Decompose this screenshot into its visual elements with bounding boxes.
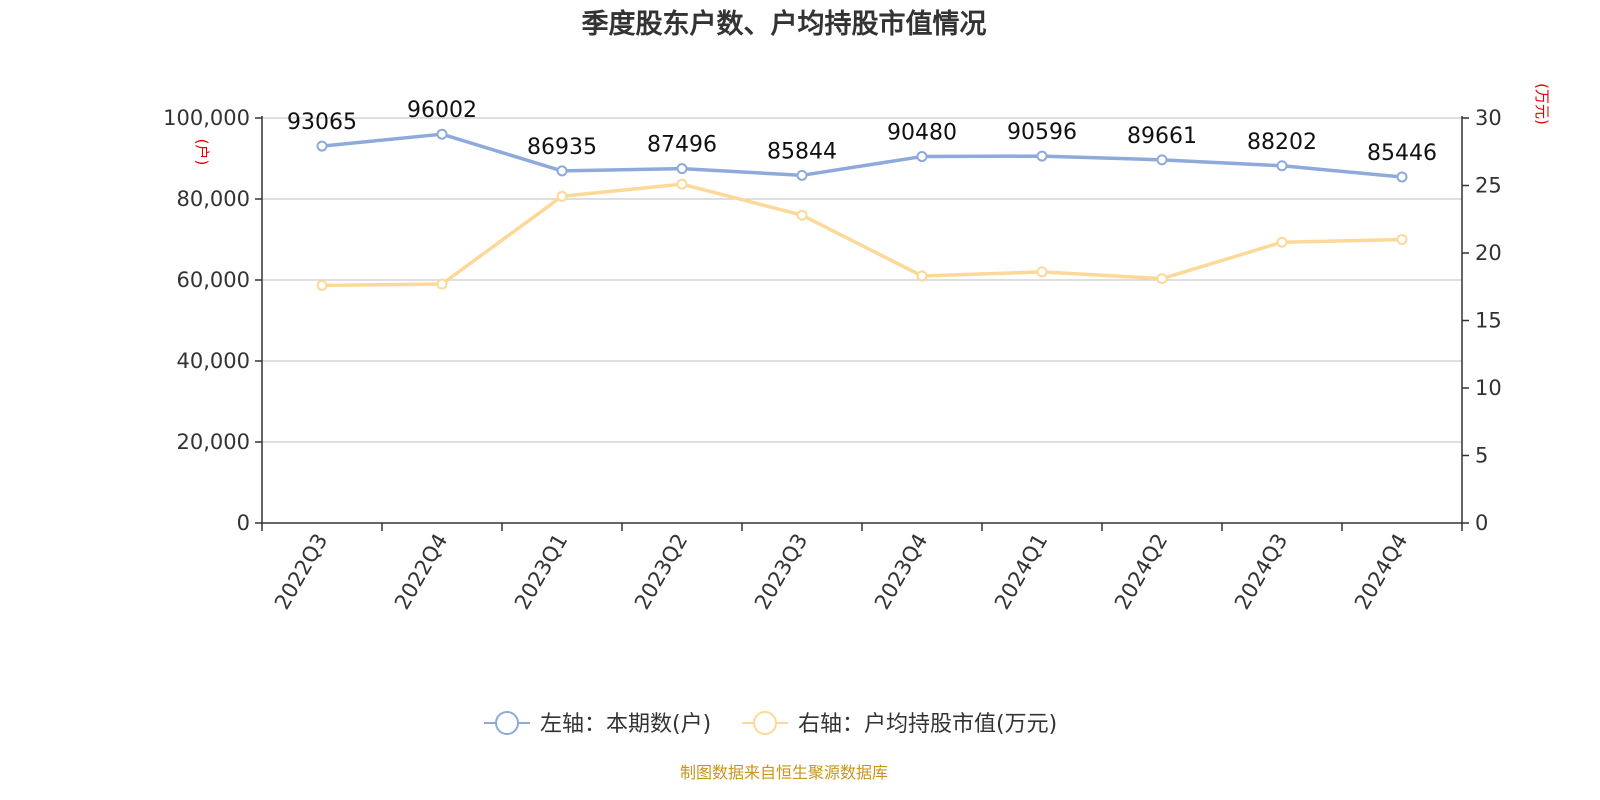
data-point <box>1276 236 1288 248</box>
source-note: 制图数据来自恒生聚源数据库 <box>680 763 888 782</box>
data-label: 85446 <box>1367 141 1437 166</box>
axes: 0 20,000 40,000 60,000 80,000 100,000 (户) 0 5 10 1… <box>163 83 1551 614</box>
data-point <box>676 163 688 175</box>
right-axis-tick-label: 10 <box>1475 376 1502 400</box>
data-point <box>796 209 808 221</box>
data-point <box>436 278 448 290</box>
right-axis-tick-label: 0 <box>1475 511 1488 535</box>
right-axis-tick-label: 25 <box>1475 174 1502 198</box>
left-axis-tick-label: 80,000 <box>177 187 250 211</box>
x-axis-tick-label: 2024Q4 <box>1350 530 1412 614</box>
x-axis-tick-label: 2023Q1 <box>510 530 572 614</box>
legend-swatch-marker <box>495 711 519 735</box>
data-label: 88202 <box>1247 130 1317 155</box>
left-axis-tick-label: 0 <box>237 511 250 535</box>
data-label: 85844 <box>767 139 837 164</box>
legend-label: 左轴：本期数(户) <box>540 712 711 737</box>
data-point <box>1276 160 1288 172</box>
x-axis-tick-label: 2022Q4 <box>390 530 452 614</box>
data-label: 90480 <box>887 121 957 146</box>
left-axis-tick-label: 100,000 <box>163 106 250 130</box>
right-axis-tick-label: 15 <box>1475 309 1502 333</box>
data-point <box>556 190 568 202</box>
x-axis-tick-label: 2022Q3 <box>270 530 332 614</box>
data-point <box>676 178 688 190</box>
data-label: 89661 <box>1127 124 1197 149</box>
left-axis-tick-label: 60,000 <box>177 268 250 292</box>
data-point <box>556 165 568 177</box>
right-axis-tick-label: 20 <box>1475 241 1502 265</box>
left-axis-tick-label: 40,000 <box>177 349 250 373</box>
data-label: 87496 <box>647 133 717 158</box>
data-point <box>436 128 448 140</box>
chart-title: 季度股东户数、户均持股市值情况 <box>582 8 987 40</box>
data-point <box>1156 154 1168 166</box>
data-point <box>1036 266 1048 278</box>
data-label: 90596 <box>1007 120 1077 145</box>
x-axis-tick-label: 2024Q2 <box>1110 530 1172 614</box>
data-point <box>316 279 328 291</box>
legend: 左轴：本期数(户) 右轴：户均持股市值(万元) <box>484 711 1057 737</box>
legend-label: 右轴：户均持股市值(万元) <box>798 712 1057 737</box>
data-label: 86935 <box>527 135 597 160</box>
left-axis-unit: (户) <box>193 139 211 166</box>
data-point <box>796 169 808 181</box>
right-axis-tick-label: 5 <box>1475 444 1488 468</box>
data-point <box>1036 150 1048 162</box>
x-axis-tick-label: 2024Q1 <box>990 530 1052 614</box>
data-point <box>1156 273 1168 285</box>
x-axis-tick-label: 2023Q4 <box>870 530 932 614</box>
data-point <box>316 140 328 152</box>
right-axis-tick-label: 30 <box>1475 106 1502 130</box>
x-axis-tick-label: 2023Q2 <box>630 530 692 614</box>
data-point <box>1396 171 1408 183</box>
legend-swatch-marker <box>753 711 777 735</box>
data-point <box>1396 234 1408 245</box>
data-point <box>916 270 928 282</box>
left-axis-tick-label: 20,000 <box>177 430 250 454</box>
right-axis-unit: (万元) <box>1533 83 1551 125</box>
x-axis-tick-label: 2023Q3 <box>750 530 812 614</box>
series-line-left <box>321 132 1403 179</box>
data-point <box>916 151 928 163</box>
data-label: 96002 <box>407 98 477 123</box>
x-axis-tick-label: 2024Q3 <box>1230 530 1292 614</box>
series-line-right <box>321 182 1403 288</box>
series-layer: 93065 96002 86935 87496 85844 90480 90596 89661… <box>287 98 1437 291</box>
grid-lines <box>262 117 1462 443</box>
data-label: 93065 <box>287 110 357 135</box>
